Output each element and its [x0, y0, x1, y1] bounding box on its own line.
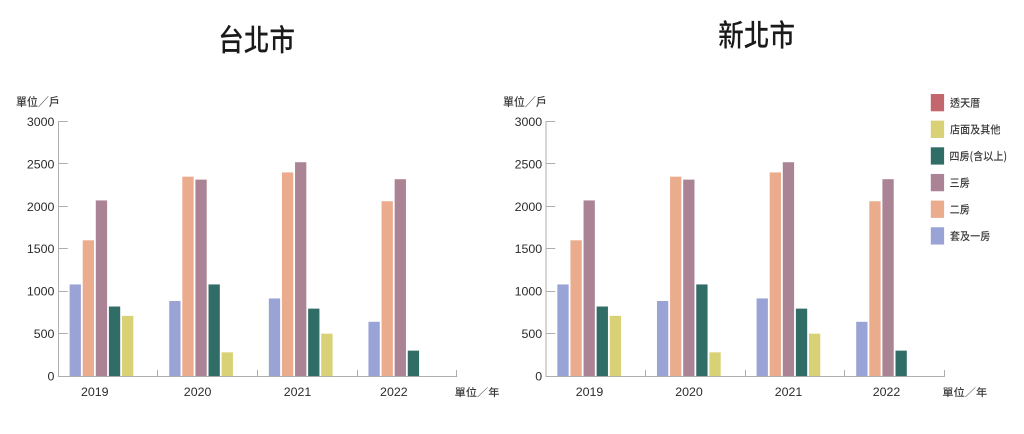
- svg-text:500: 500: [34, 327, 55, 341]
- svg-text:2000: 2000: [515, 200, 543, 214]
- svg-text:2020: 2020: [675, 385, 703, 399]
- svg-text:2021: 2021: [284, 385, 312, 399]
- svg-text:0: 0: [535, 370, 542, 384]
- svg-text:1000: 1000: [27, 285, 55, 299]
- svg-text:500: 500: [522, 327, 543, 341]
- svg-text:2500: 2500: [515, 157, 543, 171]
- svg-text:2019: 2019: [81, 385, 109, 399]
- svg-text:1000: 1000: [515, 285, 543, 299]
- svg-text:0: 0: [48, 370, 55, 384]
- svg-text:2022: 2022: [873, 385, 901, 399]
- svg-text:2000: 2000: [27, 200, 55, 214]
- svg-text:2500: 2500: [27, 157, 55, 171]
- svg-text:3000: 3000: [515, 115, 543, 129]
- svg-text:2019: 2019: [576, 385, 604, 399]
- svg-text:3000: 3000: [27, 115, 55, 129]
- svg-text:2020: 2020: [184, 385, 212, 399]
- svg-text:2021: 2021: [775, 385, 803, 399]
- svg-text:1500: 1500: [515, 242, 543, 256]
- svg-text:1500: 1500: [27, 242, 55, 256]
- svg-text:2022: 2022: [380, 385, 408, 399]
